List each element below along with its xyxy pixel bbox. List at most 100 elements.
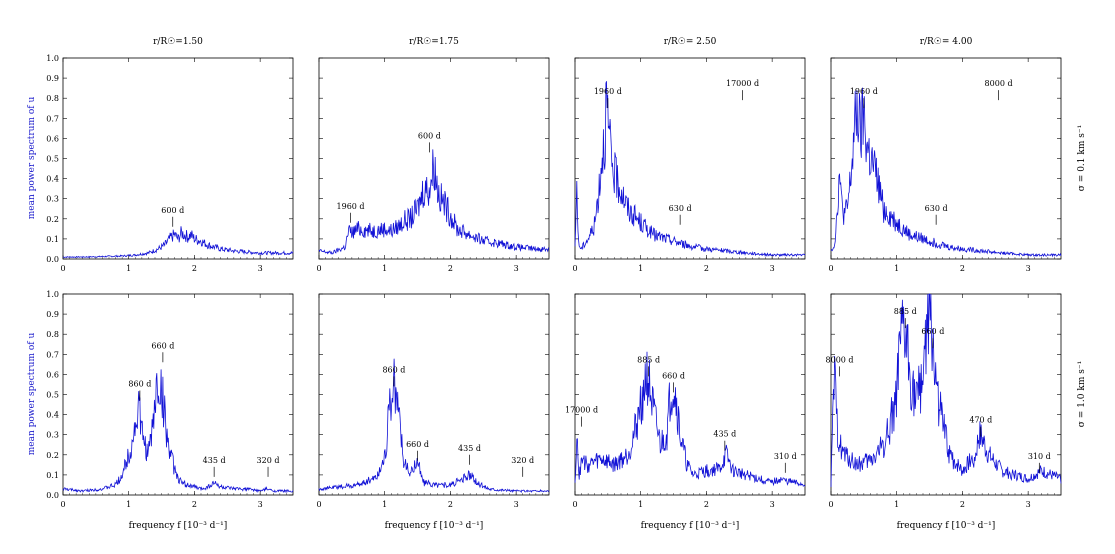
x-tick-label: 1 <box>638 264 643 273</box>
panel-title: r/R☉=1.50 <box>153 37 203 47</box>
x-tick-label: 0 <box>316 264 321 273</box>
y-tick-label: 0.9 <box>46 310 59 319</box>
y-tick-label: 0.8 <box>46 94 59 103</box>
y-tick-label: 0.2 <box>46 215 59 224</box>
y-tick-label: 0.3 <box>46 195 59 204</box>
panel-0-3: r/R☉= 4.00 0 1 2 3 1960 d 630 d 8000 d <box>828 37 1062 273</box>
xlabel-col-2: frequency f [10⁻³ d⁻¹] <box>385 521 484 531</box>
y-tick-label: 0.6 <box>46 134 59 143</box>
y-tick-label: 1.0 <box>46 54 59 63</box>
x-tick-label: 1 <box>894 500 899 509</box>
y-tick-label: 0.8 <box>46 330 59 339</box>
xlabel-col-3: frequency f [10⁻³ d⁻¹] <box>641 521 740 531</box>
plot-frame <box>318 57 550 260</box>
series-line <box>318 149 550 255</box>
x-tick-label: 3 <box>514 500 519 509</box>
annotation-label: 860 d <box>128 379 151 388</box>
series-line <box>318 358 550 494</box>
annotation-label: 885 d <box>637 355 660 364</box>
y-tick-label: 0.7 <box>46 350 59 359</box>
annotation-label: 310 d <box>1028 452 1051 461</box>
y-tick-label: 0.2 <box>46 451 59 460</box>
annotation-label: 320 d <box>257 456 280 465</box>
panel-1-0: 0 1 2 3 0.0 0.1 0.2 0.3 0.4 0.5 0.6 0.7 0.8 0.9 1.0 860… <box>46 290 294 509</box>
annotation-label: 470 d <box>969 416 992 425</box>
y-tick-label: 0.1 <box>46 235 59 244</box>
x-tick-label: 0 <box>60 264 65 273</box>
x-tick-label: 1 <box>126 500 131 509</box>
annotation-label: 1960 d <box>850 87 878 96</box>
x-tick-label: 1 <box>382 264 387 273</box>
ylabel-bottom: mean power spectrum of u <box>27 333 37 456</box>
plot-frame <box>830 293 1062 496</box>
x-tick-label: 2 <box>704 264 709 273</box>
x-tick-label: 2 <box>704 500 709 509</box>
y-tick-label: 0.3 <box>46 431 59 440</box>
x-tick-label: 1 <box>894 264 899 273</box>
panel-title: r/R☉= 4.00 <box>920 37 973 47</box>
y-tick-label: 0.5 <box>46 391 59 400</box>
xlabel-col-1: frequency f [10⁻³ d⁻¹] <box>129 521 228 531</box>
panel-1-1: 0 1 2 3 860 d 660 d 435 d 320 d <box>316 293 550 509</box>
annotation-label: 435 d <box>713 430 736 439</box>
x-tick-label: 1 <box>638 500 643 509</box>
annotation-label: 8000 d <box>826 355 854 364</box>
annotation-label: 660 d <box>406 440 429 449</box>
plot-frame <box>62 293 294 496</box>
y-tick-label: 0.0 <box>46 491 59 500</box>
x-tick-label: 2 <box>192 264 197 273</box>
annotation-label: 600 d <box>161 206 184 215</box>
annotation-label: 630 d <box>925 204 948 213</box>
annotation-label: 435 d <box>203 456 226 465</box>
annotation-label: 860 d <box>382 365 405 374</box>
panels-group: r/R☉=1.50 0 1 2 3 0.0 0.1 0.2 0.3 0.4 0.5 0.6 0.7 0.8… <box>46 37 1062 509</box>
x-tick-label: 3 <box>1026 500 1031 509</box>
x-tick-label: 1 <box>126 264 131 273</box>
series-line <box>574 351 806 487</box>
y-tick-label: 0.4 <box>46 175 59 184</box>
x-tick-label: 3 <box>1026 264 1031 273</box>
x-tick-label: 2 <box>960 264 965 273</box>
xlabel-col-4: frequency f [10⁻³ d⁻¹] <box>897 521 996 531</box>
annotation-label: 600 d <box>418 131 441 140</box>
panel-0-2: r/R☉= 2.50 0 1 2 3 1960 d 630 d 17000 d <box>572 37 806 273</box>
x-tick-label: 3 <box>514 264 519 273</box>
panel-title: r/R☉= 2.50 <box>664 37 717 47</box>
annotation-label: 1960 d <box>337 202 365 211</box>
y-tick-label: 0.0 <box>46 255 59 264</box>
x-tick-label: 3 <box>770 264 775 273</box>
y-tick-label: 0.6 <box>46 370 59 379</box>
y-tick-label: 0.5 <box>46 155 59 164</box>
annotation-label: 17000 d <box>726 79 759 88</box>
annotation-label: 660 d <box>662 371 685 380</box>
panel-1-3: 0 1 2 3 8000 d 885 d 660 d 470 d 310 d <box>826 293 1062 509</box>
x-tick-label: 0 <box>572 500 577 509</box>
x-tick-label: 3 <box>770 500 775 509</box>
x-tick-label: 0 <box>316 500 321 509</box>
y-tick-label: 0.7 <box>46 114 59 123</box>
annotation-label: 660 d <box>151 341 174 350</box>
row-label-bottom: σ = 1.0 km s⁻¹ <box>1077 361 1087 427</box>
annotation-label: 885 d <box>894 307 917 316</box>
x-tick-label: 3 <box>258 264 263 273</box>
x-tick-label: 0 <box>572 264 577 273</box>
annotation-label: 435 d <box>458 444 481 453</box>
annotation-label: 8000 d <box>985 79 1013 88</box>
y-tick-label: 0.9 <box>46 74 59 83</box>
series-line <box>830 87 1062 258</box>
plot-frame <box>318 293 550 496</box>
x-tick-label: 0 <box>828 264 833 273</box>
x-tick-label: 1 <box>382 500 387 509</box>
row-label-top: σ = 0.1 km s⁻¹ <box>1077 125 1087 191</box>
x-tick-label: 2 <box>448 264 453 273</box>
annotation-label: 320 d <box>511 456 534 465</box>
series-line <box>62 226 294 259</box>
x-tick-label: 2 <box>448 500 453 509</box>
annotation-label: 630 d <box>669 204 692 213</box>
x-tick-label: 3 <box>258 500 263 509</box>
annotation-label: 17000 d <box>565 406 598 415</box>
annotation-label: 660 d <box>921 327 944 336</box>
panel-0-0: r/R☉=1.50 0 1 2 3 0.0 0.1 0.2 0.3 0.4 0.5 0.6 0.7 0.8… <box>46 37 294 273</box>
plot-frame <box>62 57 294 260</box>
